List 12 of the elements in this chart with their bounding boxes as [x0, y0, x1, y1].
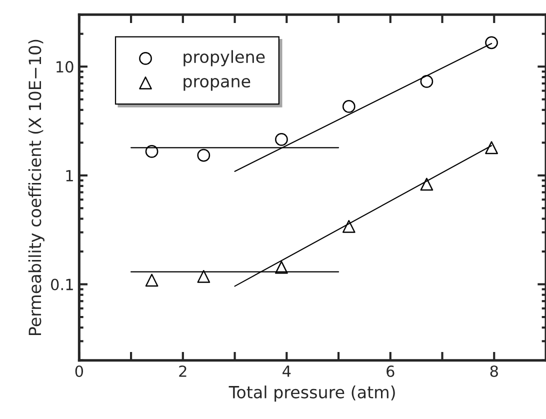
x-tick-label: 8: [490, 365, 498, 378]
y-axis-title: Permeability coefficient (X 10E−10): [28, 40, 44, 335]
y-tick-label: 0.1: [51, 278, 73, 290]
y-tick-label: 10: [56, 61, 74, 73]
y-tick-label: 1: [66, 170, 73, 182]
x-tick-label: 0: [75, 365, 84, 378]
x-tick-label: 2: [179, 365, 186, 377]
x-axis-title: Total pressure (atm): [228, 386, 395, 402]
legend-label: propylene: [184, 50, 265, 66]
x-tick-label: 4: [282, 366, 291, 377]
legend-label: propane: [184, 78, 250, 91]
x-tick-label: 6: [386, 365, 394, 378]
